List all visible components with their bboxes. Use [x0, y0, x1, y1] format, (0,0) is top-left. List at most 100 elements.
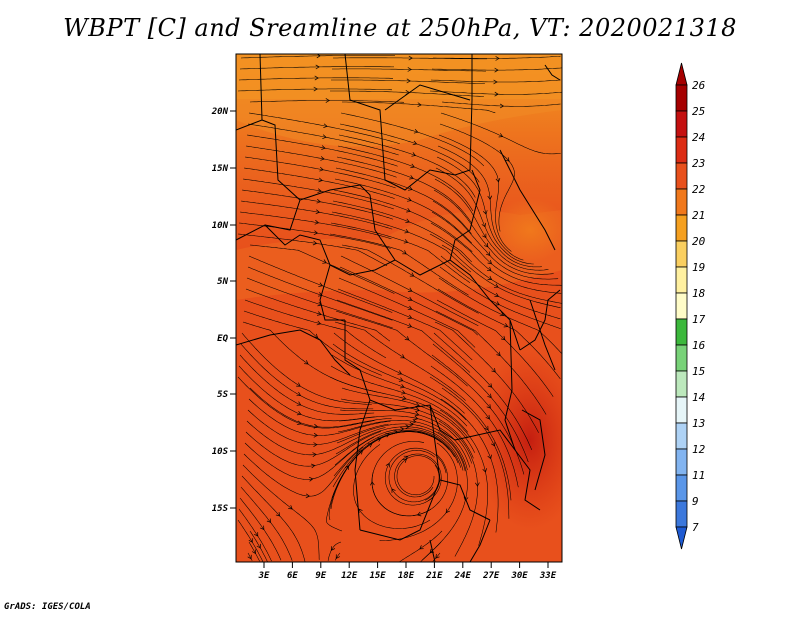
streamline	[439, 123, 515, 232]
streamline-arrow	[400, 383, 405, 389]
streamline	[384, 447, 447, 506]
streamline	[333, 430, 459, 477]
streamline-arrow	[493, 283, 499, 288]
streamline-arrow	[483, 242, 489, 248]
streamline	[337, 420, 468, 471]
streamline	[243, 167, 395, 199]
streamline-arrow	[344, 465, 349, 470]
streamline-arrow	[435, 554, 440, 559]
streamline-arrow	[313, 86, 318, 92]
lon-tick-label: 21E	[425, 571, 443, 581]
streamline	[429, 90, 562, 95]
colorbar-segment	[675, 292, 688, 320]
colorbar-segment	[675, 110, 688, 138]
streamline	[244, 436, 375, 480]
streamline-arrow	[409, 175, 414, 180]
streamline-arrow	[316, 320, 322, 326]
streamline	[330, 222, 471, 284]
streamline	[239, 66, 394, 70]
streamline	[240, 486, 293, 561]
streamline-arrow	[358, 508, 363, 514]
colorbar-segment	[675, 318, 688, 346]
colorbar-label: 12	[692, 443, 706, 456]
streamline-arrow	[296, 391, 302, 397]
streamline-arrow	[485, 414, 490, 420]
streamline	[420, 541, 442, 562]
lat-tick-label: 15N	[212, 164, 229, 174]
streamline	[432, 200, 559, 280]
streamline	[399, 530, 443, 562]
streamline-arrow	[412, 140, 418, 146]
colorbar-segment	[675, 500, 688, 528]
streamline-arrow	[406, 78, 411, 84]
streamline-arrow	[316, 198, 321, 204]
streamline-arrow	[254, 532, 259, 537]
streamline	[248, 541, 260, 562]
streamline-arrow	[296, 401, 302, 406]
streamline-arrow	[317, 188, 322, 193]
streamline-arrow	[369, 481, 375, 486]
lat-tick-label: 5N	[217, 277, 228, 287]
streamline	[337, 145, 474, 212]
streamline	[437, 288, 561, 379]
streamline	[245, 145, 397, 178]
streamline	[237, 88, 393, 92]
streamlines	[237, 54, 562, 562]
colorbar-label: 24	[692, 131, 705, 144]
streamline	[332, 343, 467, 421]
streamline-arrow	[312, 452, 317, 457]
streamline	[238, 77, 393, 81]
streamline-arrow	[322, 134, 327, 140]
streamline	[332, 200, 472, 263]
streamline-arrow	[323, 123, 328, 129]
colorbar-label: 25	[692, 105, 705, 118]
streamline	[240, 55, 395, 59]
streamline-arrow	[487, 383, 493, 388]
streamline	[440, 398, 499, 533]
streamline	[339, 409, 472, 464]
streamline	[439, 266, 561, 330]
mid-shading	[236, 210, 562, 300]
streamline-arrow	[308, 476, 314, 482]
streamline	[339, 123, 480, 183]
streamline	[330, 90, 484, 97]
streamline-arrow	[260, 525, 265, 531]
streamline-arrow	[500, 335, 506, 341]
streamline-arrow	[313, 230, 319, 236]
streamline-arrow	[417, 102, 422, 108]
streamline	[340, 255, 479, 327]
streamline-arrow	[321, 145, 326, 150]
streamline-arrow	[485, 251, 491, 257]
streamline	[237, 233, 388, 267]
streamline-arrow	[296, 420, 302, 426]
colorbar-segment	[675, 370, 688, 398]
colorbar-label: 26	[692, 79, 706, 92]
colorbar-label: 11	[692, 469, 705, 482]
streamline-arrow	[305, 493, 311, 499]
streamline	[241, 332, 372, 405]
lat-tick-label: 10N	[212, 221, 229, 231]
streamline	[241, 189, 394, 220]
streamline	[237, 519, 264, 562]
colorbar-segment	[675, 214, 688, 242]
streamline-arrow	[318, 282, 324, 287]
streamline	[440, 255, 561, 320]
streamline-arrow	[407, 323, 413, 328]
colorbar-segment	[675, 266, 688, 294]
streamline	[334, 321, 466, 401]
colorbar-label: 14	[692, 391, 705, 404]
streamline	[438, 277, 562, 354]
streamline	[338, 415, 470, 468]
streamline	[438, 420, 478, 557]
streamline	[239, 211, 392, 240]
streamline-arrow	[491, 368, 496, 373]
colorbar-segment	[675, 396, 688, 424]
streamline-arrow	[407, 287, 413, 292]
streamline	[334, 428, 462, 468]
streamline	[353, 444, 431, 529]
colorbar-segment	[675, 136, 688, 164]
streamline	[244, 156, 396, 189]
colorbar-label: 15	[692, 365, 705, 378]
streamline-arrow	[313, 432, 318, 438]
